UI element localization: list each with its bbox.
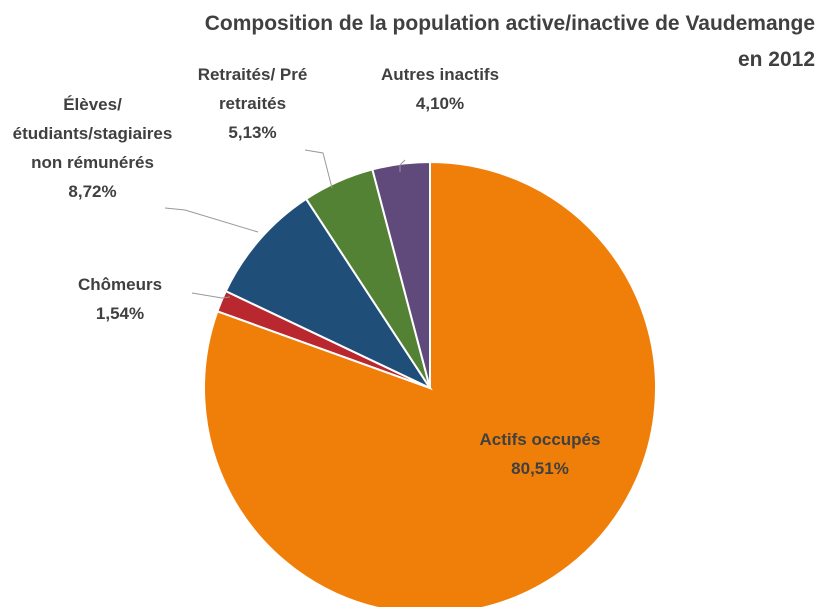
value-label: 5,13% [228,123,277,142]
leader-line [304,149,333,189]
value-label: 80,51% [511,459,569,478]
value-label: 1,54% [95,304,145,323]
slice-label: Retraités/ Pré retraités 5,13% [180,60,325,147]
slice-label: Chômeurs 1,54% [60,270,180,328]
category-name: Autres inactifs [380,65,500,84]
value-label: 8,72% [68,182,117,201]
leader-line [164,207,259,233]
category-name: Actifs occupés [479,430,601,449]
slice-label: Autres inactifs 4,10% [365,60,515,118]
slice-label: Élèves/étudiants/stagiaires non rémunéré… [10,90,175,206]
pie-slice [224,197,433,391]
value-label: 4,10% [415,94,465,113]
slice-label: Actifs occupés 80,51% [440,425,640,483]
category-name: Chômeurs [77,275,163,294]
category-name: Élèves/étudiants/stagiaires non rémunéré… [12,95,173,172]
leader-line [399,159,406,172]
leader-line [191,292,231,299]
pie-slice [203,160,657,607]
chart-title: Composition de la population active/inac… [204,12,815,71]
category-name: Retraités/ Pré retraités [197,65,308,113]
